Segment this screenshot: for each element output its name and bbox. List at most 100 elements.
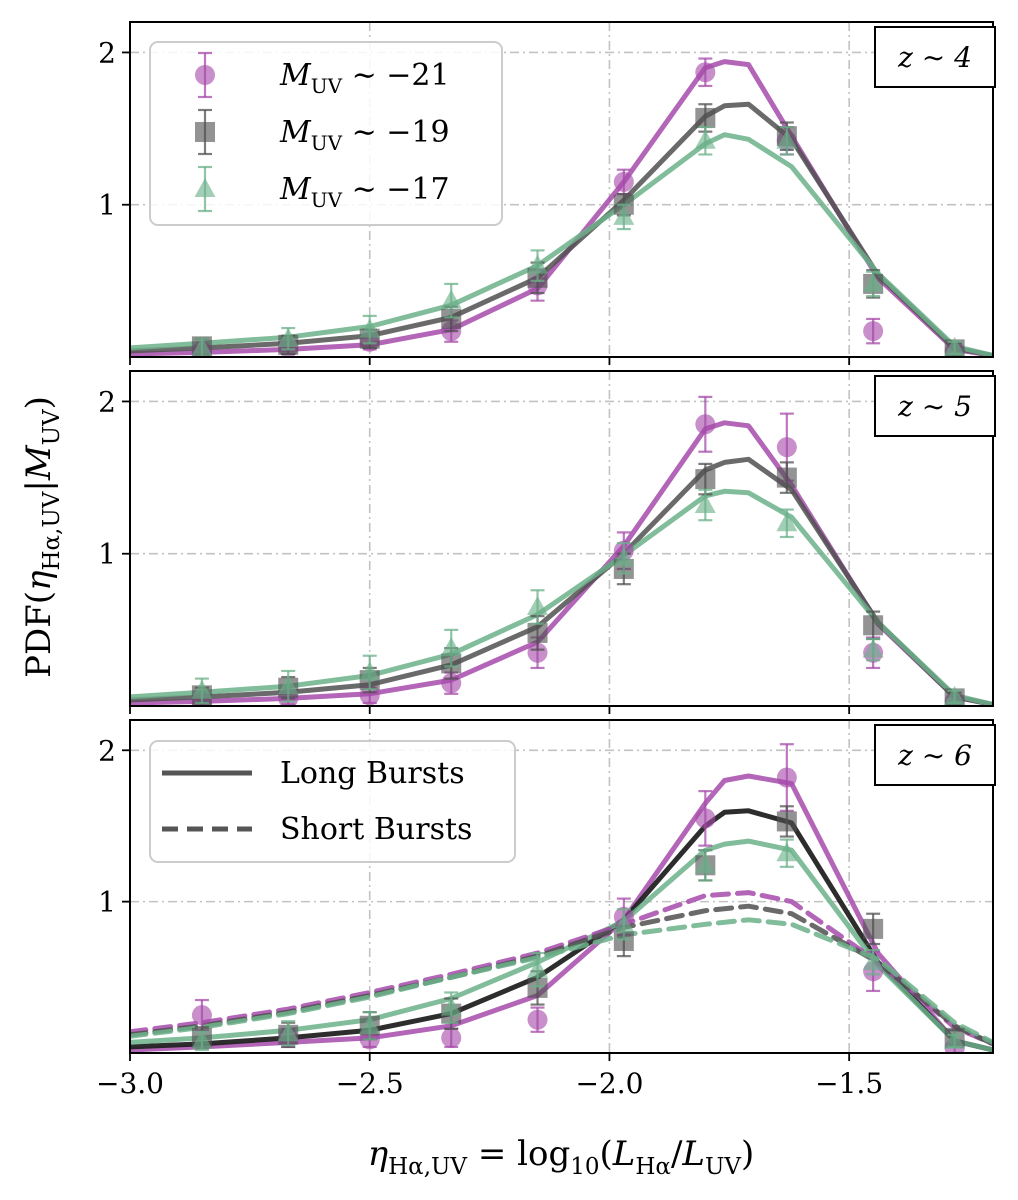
redshift-label-box: [874, 26, 996, 88]
legend-label-solid: Long Bursts: [280, 756, 465, 791]
y-tick-label: 1: [98, 189, 116, 222]
redshift-label: z ∼ 4: [874, 26, 996, 88]
legend-magnitudes: MUV ∼ −21 MUV ∼ −19 MUV ∼ −17: [149, 41, 503, 226]
panel-frame: [129, 21, 994, 358]
point-m21: [191, 1005, 212, 1026]
point-m21: [695, 808, 716, 829]
x-tick-label: −2.5: [336, 1067, 404, 1100]
curve-m17-solid: [130, 132, 993, 357]
curve-m21-dashed: [130, 890, 993, 1047]
x-axis-label: ηHα,UV = log10(LHα/LUV): [368, 1134, 755, 1180]
curve-m17-solid: [130, 488, 993, 706]
redshift-label-box: [874, 724, 996, 786]
point-m17: [440, 996, 462, 1016]
legend-label-m21: MUV ∼ −21: [279, 58, 450, 98]
y-tick-label: 1: [98, 538, 116, 571]
y-tick-label: 2: [98, 36, 116, 69]
legend-bursts: Long Bursts Short Bursts: [149, 740, 516, 863]
point-m17: [694, 129, 716, 149]
point-m17: [862, 272, 884, 292]
x-tick-label: −2.0: [575, 1067, 643, 1100]
panel-frame: [129, 719, 994, 1054]
point-m19: [441, 308, 462, 329]
y-axis-label: PDF(ηHα,UV|MUV): [19, 396, 65, 678]
point-m17: [944, 1029, 966, 1049]
panel-3: 1 2 z ∼ 6: [98, 719, 996, 1061]
point-m17: [191, 336, 213, 356]
point-m17: [527, 254, 549, 274]
legend-marker-m19: [195, 122, 215, 142]
panel-1: 1 2 z ∼ 4: [98, 21, 996, 365]
redshift-label-box: [874, 375, 996, 437]
data-points: [191, 743, 966, 1053]
point-m17: [944, 336, 966, 356]
y-tick-label: 1: [98, 886, 116, 919]
data-points: [191, 57, 966, 357]
point-m21: [695, 414, 716, 435]
point-m19: [695, 469, 716, 490]
x-tick-label: −3.0: [96, 1067, 164, 1100]
point-m17: [440, 637, 462, 657]
point-m21: [527, 1009, 548, 1030]
curves: [130, 420, 993, 706]
curve-m21-solid: [130, 420, 993, 706]
y-tick-label: 2: [98, 734, 116, 767]
point-m21: [695, 62, 716, 83]
legend-label-dashed: Short Bursts: [280, 812, 472, 847]
point-m17: [862, 638, 884, 658]
legend-label-m19: MUV ∼ −19: [279, 115, 450, 155]
point-m17: [776, 129, 798, 149]
point-m17: [277, 1022, 299, 1042]
point-m19: [863, 615, 884, 636]
point-m21: [527, 642, 548, 663]
point-m17: [613, 913, 635, 933]
point-m21: [776, 767, 797, 788]
redshift-label: z ∼ 5: [874, 375, 996, 437]
point-m17: [359, 318, 381, 338]
curves: [130, 59, 993, 357]
legend-marker-m21: [195, 65, 215, 85]
point-m17: [277, 327, 299, 347]
grid: [129, 371, 993, 706]
point-m17: [862, 951, 884, 971]
redshift-label-text: z ∼ 6: [897, 739, 972, 772]
curve-m19-solid: [130, 808, 993, 1053]
point-m17: [613, 205, 635, 225]
point-m21: [441, 1027, 462, 1048]
point-m17: [613, 547, 635, 567]
legend-marker-m17: [194, 178, 216, 197]
point-m19: [613, 930, 634, 951]
curve-m17-solid: [130, 838, 993, 1053]
point-m17: [694, 494, 716, 513]
point-m19: [527, 622, 548, 643]
point-m19: [776, 811, 797, 832]
point-m19: [527, 977, 548, 998]
point-m19: [695, 107, 716, 128]
point-m17: [277, 675, 299, 695]
point-m17: [440, 289, 462, 309]
x-tick-label: −1.5: [815, 1067, 883, 1100]
panel-frame: [129, 370, 994, 707]
y-tick-label: 2: [98, 385, 116, 418]
legend-label-m17: MUV ∼ −17: [279, 172, 450, 212]
redshift-label-text: z ∼ 4: [897, 41, 972, 74]
point-m21: [613, 171, 634, 192]
point-m17: [191, 679, 213, 699]
point-m19: [863, 918, 884, 939]
point-m17: [776, 512, 798, 532]
point-m17: [527, 958, 549, 978]
data-points: [191, 395, 966, 706]
point-m17: [359, 661, 381, 681]
point-m17: [191, 1029, 213, 1049]
point-m17: [776, 842, 798, 862]
panels-layer: 1 2 z ∼ 4 1 2 z ∼ 5 1 2 z ∼ 6 −3.0 −2.5 −2.0 −1.5 MUV…: [96, 21, 996, 1100]
point-m21: [863, 321, 884, 342]
point-m17: [527, 596, 549, 616]
point-m21: [776, 437, 797, 458]
redshift-label-text: z ∼ 5: [897, 390, 972, 423]
point-m17: [359, 1014, 381, 1034]
point-m17: [944, 685, 966, 705]
point-m17: [694, 854, 716, 874]
curve-m19-solid: [130, 456, 993, 706]
